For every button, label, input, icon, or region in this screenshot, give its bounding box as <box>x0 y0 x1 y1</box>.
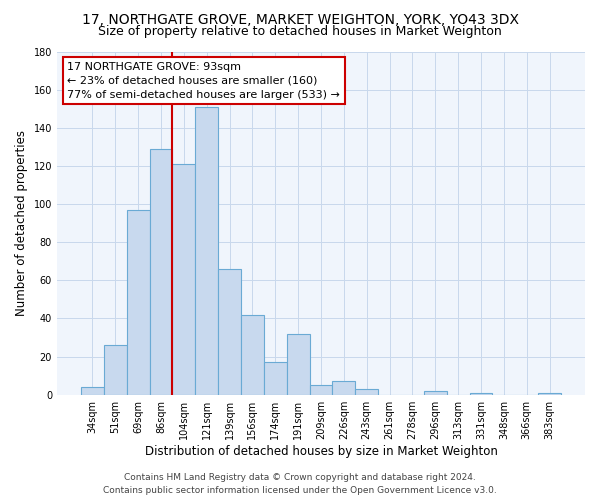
Bar <box>81 387 104 394</box>
Bar <box>538 393 561 394</box>
Bar <box>104 345 127 395</box>
Bar <box>310 385 332 394</box>
Text: 17 NORTHGATE GROVE: 93sqm
← 23% of detached houses are smaller (160)
77% of semi: 17 NORTHGATE GROVE: 93sqm ← 23% of detac… <box>67 62 340 100</box>
Bar <box>195 107 218 395</box>
Bar <box>218 269 241 394</box>
Bar <box>287 334 310 394</box>
Y-axis label: Number of detached properties: Number of detached properties <box>15 130 28 316</box>
Bar <box>172 164 195 394</box>
Bar <box>241 314 264 394</box>
Bar <box>355 389 378 394</box>
Bar <box>332 382 355 394</box>
Text: 17, NORTHGATE GROVE, MARKET WEIGHTON, YORK, YO43 3DX: 17, NORTHGATE GROVE, MARKET WEIGHTON, YO… <box>82 12 518 26</box>
Bar <box>127 210 149 394</box>
Bar <box>424 391 446 394</box>
X-axis label: Distribution of detached houses by size in Market Weighton: Distribution of detached houses by size … <box>145 444 497 458</box>
Bar <box>264 362 287 394</box>
Bar <box>470 393 493 394</box>
Bar <box>149 148 172 394</box>
Text: Contains HM Land Registry data © Crown copyright and database right 2024.
Contai: Contains HM Land Registry data © Crown c… <box>103 474 497 495</box>
Text: Size of property relative to detached houses in Market Weighton: Size of property relative to detached ho… <box>98 25 502 38</box>
